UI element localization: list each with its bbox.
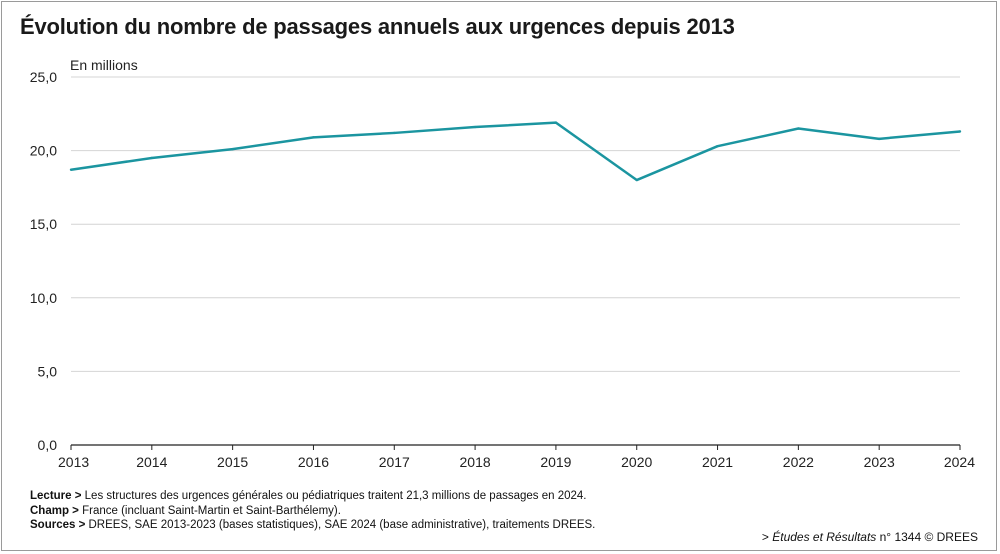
y-tick-label: 10,0: [30, 290, 57, 306]
data-point: [312, 136, 315, 139]
x-tick-label: 2013: [58, 454, 89, 470]
y-axis-ticks: 0,0 5,0 10,0 15,0 20,0 25,0: [30, 69, 57, 453]
y-tick-label: 0,0: [38, 437, 58, 453]
data-point: [877, 137, 881, 141]
chart-title: Évolution du nombre de passages annuels …: [20, 14, 735, 39]
unit-label: En millions: [70, 57, 138, 73]
x-tick-label: 2017: [379, 454, 410, 470]
x-tick-label: 2019: [540, 454, 571, 470]
data-point: [393, 131, 396, 135]
data-point: [958, 130, 962, 133]
chart-notes: Lecture > Les structures des urgences gé…: [30, 489, 595, 533]
y-tick-label: 20,0: [30, 143, 57, 159]
x-tick-label: 2014: [136, 454, 167, 470]
data-point: [554, 121, 558, 124]
series-line: [70, 121, 961, 182]
x-tick-label: 2015: [217, 454, 248, 470]
data-series: [69, 121, 962, 182]
data-point: [635, 178, 638, 182]
gridlines: [71, 76, 960, 372]
lecture-note: Lecture > Les structures des urgences gé…: [30, 490, 587, 502]
y-tick-label: 5,0: [38, 363, 58, 379]
data-point: [69, 168, 73, 171]
data-point: [716, 144, 719, 148]
x-axis-ticks: 2013 2014 2015 2016 2017 2018 2019 2020 2021 2022…: [58, 445, 975, 470]
data-point: [473, 125, 477, 129]
champ-note: Champ > France (incluant Saint-Martin et…: [30, 504, 341, 517]
data-point: [150, 156, 154, 160]
x-tick-label: 2018: [460, 454, 491, 470]
x-tick-label: 2016: [298, 454, 329, 470]
x-tick-label: 2023: [864, 454, 895, 470]
publication-credit: > Études et Résultats n° 1344 © DREES: [761, 530, 978, 544]
data-point: [231, 147, 234, 151]
x-tick-label: 2022: [783, 454, 814, 470]
x-tick-label: 2020: [621, 454, 652, 470]
y-tick-label: 25,0: [30, 69, 57, 85]
y-tick-label: 15,0: [30, 216, 57, 232]
sources-note: Sources > DREES, SAE 2013-2023 (bases st…: [30, 519, 596, 531]
x-tick-label: 2021: [702, 454, 733, 470]
x-tick-label: 2024: [944, 454, 975, 470]
data-point: [797, 127, 800, 130]
